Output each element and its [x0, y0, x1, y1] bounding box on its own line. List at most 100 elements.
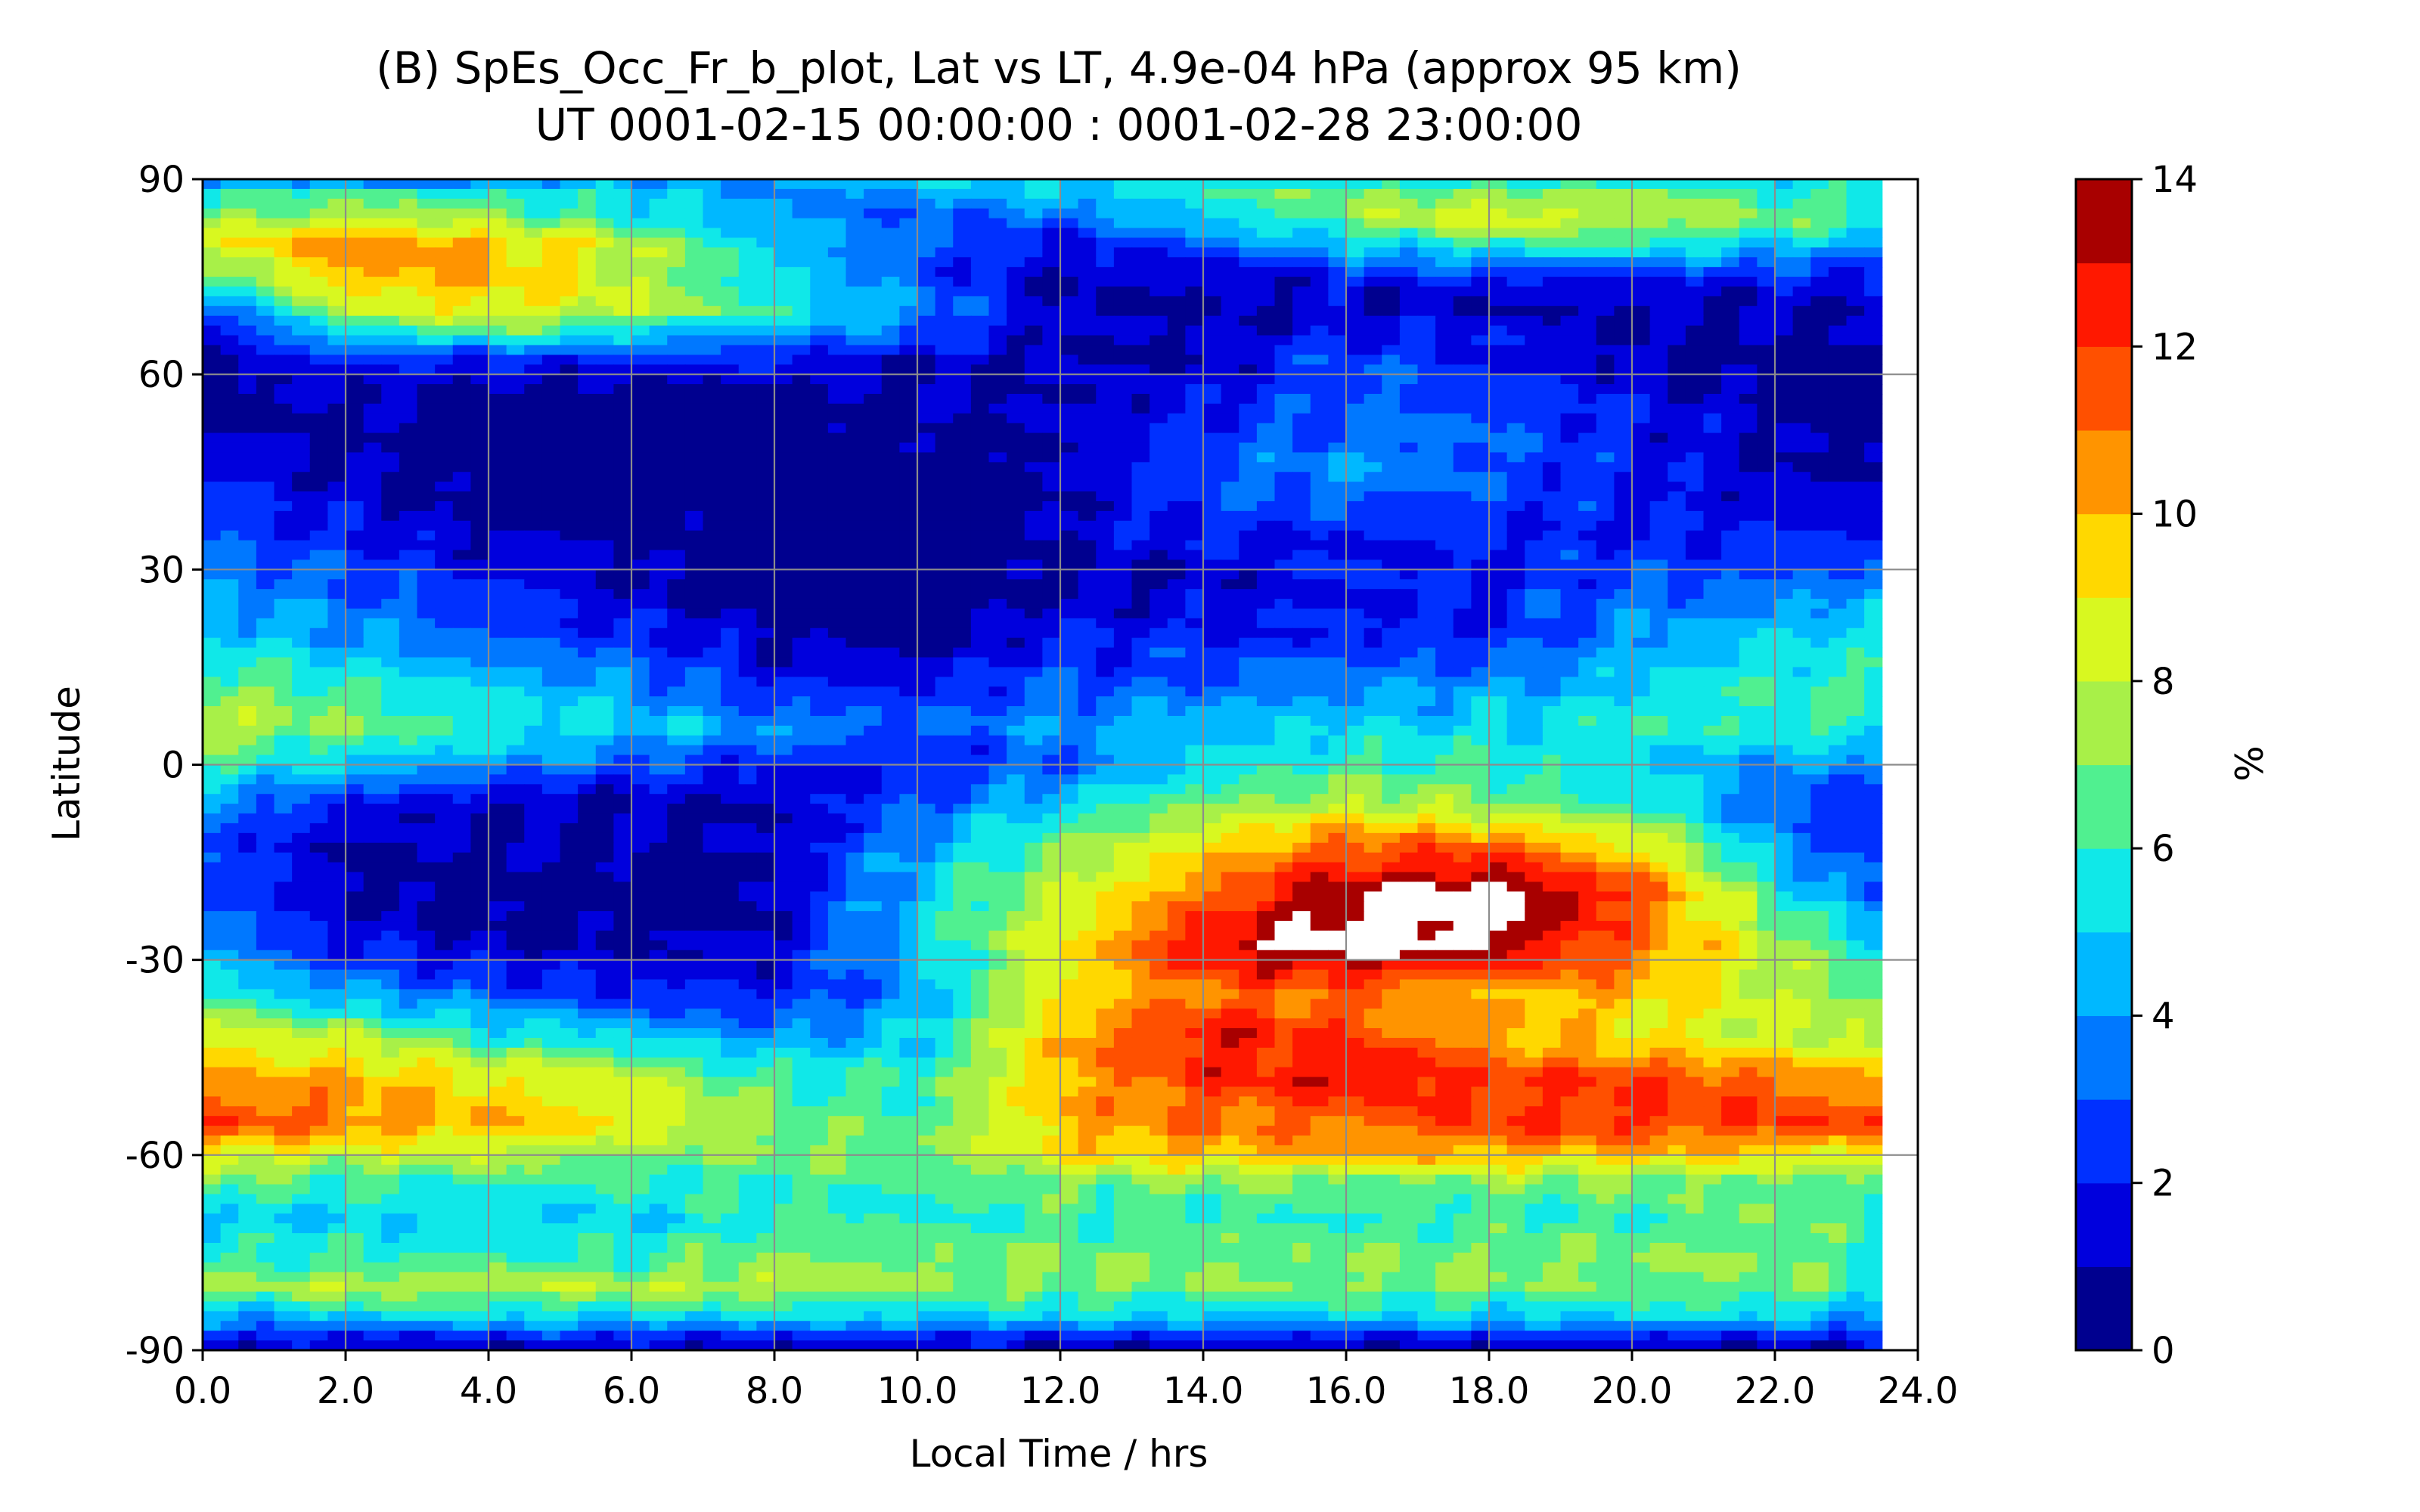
heatmap-cell: [1775, 228, 1794, 239]
heatmap-cell: [1739, 355, 1758, 365]
heatmap-cell: [1828, 277, 1848, 287]
heatmap-cell: [988, 472, 1007, 482]
heatmap-cell: [346, 179, 365, 190]
heatmap-cell: [1560, 325, 1579, 336]
heatmap-cell: [1221, 686, 1239, 697]
heatmap-cell: [1489, 257, 1508, 268]
heatmap-cell: [1685, 393, 1705, 404]
heatmap-cell: [1489, 452, 1508, 463]
heatmap-cell: [1846, 462, 1865, 472]
heatmap-cell: [721, 599, 740, 609]
heatmap-cell: [346, 364, 365, 375]
heatmap-cell: [1310, 550, 1329, 561]
heatmap-cell: [1578, 569, 1597, 580]
heatmap-cell: [988, 550, 1007, 561]
heatmap-cell: [1131, 413, 1150, 424]
heatmap-cell: [1131, 647, 1150, 658]
heatmap-cell: [1846, 257, 1865, 268]
heatmap-cell: [613, 286, 632, 297]
heatmap-cell: [1828, 618, 1848, 629]
heatmap-cell: [292, 500, 311, 512]
heatmap-cell: [1024, 345, 1043, 355]
heatmap-cell: [1864, 218, 1883, 229]
heatmap-cell: [1096, 325, 1115, 336]
heatmap-cell: [1703, 677, 1722, 687]
heatmap-cell: [881, 520, 900, 531]
heatmap-cell: [1846, 520, 1865, 531]
heatmap-cell: [988, 277, 1007, 287]
heatmap-cell: [1274, 325, 1293, 336]
heatmap-cell: [1096, 579, 1115, 590]
heatmap-cell: [595, 677, 614, 687]
heatmap-cell: [1810, 237, 1829, 248]
heatmap-cell: [1310, 374, 1329, 385]
heatmap-cell: [470, 500, 489, 512]
heatmap-cell: [845, 237, 864, 248]
heatmap-cell: [810, 296, 829, 307]
heatmap-cell: [1810, 403, 1829, 414]
heatmap-cell: [1614, 599, 1633, 609]
heatmap-cell: [1775, 520, 1794, 531]
heatmap-cell: [667, 335, 686, 346]
heatmap-cell: [1096, 393, 1115, 404]
heatmap-cell: [1417, 559, 1436, 570]
heatmap-cell: [1668, 559, 1686, 570]
heatmap-cell: [1239, 413, 1258, 424]
heatmap-cell: [1346, 491, 1365, 502]
heatmap-cell: [935, 559, 954, 570]
heatmap-cell: [1578, 589, 1597, 600]
heatmap-cell: [1203, 257, 1222, 268]
heatmap-cell: [970, 277, 990, 287]
heatmap-cell: [631, 667, 650, 677]
heatmap-cell: [1346, 296, 1365, 307]
heatmap-cell: [1668, 627, 1686, 639]
heatmap-cell: [309, 667, 328, 677]
heatmap-cell: [1167, 432, 1186, 444]
heatmap-cell: [203, 393, 222, 404]
heatmap-cell: [1560, 500, 1579, 512]
heatmap-cell: [774, 423, 793, 434]
heatmap-cell: [1007, 452, 1025, 463]
heatmap-cell: [1060, 393, 1079, 404]
heatmap-cell: [1649, 355, 1668, 365]
heatmap-cell: [1560, 179, 1579, 190]
heatmap-cell: [738, 442, 757, 454]
heatmap-cell: [1471, 608, 1490, 619]
heatmap-cell: [346, 286, 365, 297]
heatmap-cell: [309, 413, 328, 424]
heatmap-cell: [1078, 335, 1097, 346]
heatmap-cell: [578, 315, 597, 327]
heatmap-cell: [721, 286, 740, 297]
heatmap-cell: [578, 657, 597, 668]
heatmap-cell: [203, 335, 222, 346]
heatmap-cell: [489, 364, 507, 375]
heatmap-cell: [1399, 345, 1419, 355]
heatmap-cell: [1292, 305, 1311, 317]
heatmap-cell: [631, 618, 650, 629]
heatmap-cell: [935, 345, 954, 355]
heatmap-cell: [1060, 482, 1079, 492]
heatmap-cell: [1096, 657, 1115, 668]
heatmap-cell: [1846, 442, 1865, 454]
heatmap-cell: [631, 393, 650, 404]
heatmap-cell: [1846, 452, 1865, 463]
heatmap-cell: [506, 540, 525, 551]
heatmap-cell: [1668, 432, 1686, 444]
heatmap-cell: [1328, 520, 1347, 531]
heatmap-cell: [470, 608, 489, 619]
heatmap-cell: [489, 218, 507, 229]
heatmap-cell: [1239, 482, 1258, 492]
heatmap-cell: [1435, 569, 1454, 580]
heatmap-cell: [417, 403, 436, 414]
heatmap-cell: [864, 355, 883, 365]
heatmap-cell: [881, 530, 900, 541]
heatmap-cell: [346, 579, 365, 590]
heatmap-cell: [1346, 208, 1365, 219]
heatmap-cell: [1685, 627, 1705, 639]
heatmap-cell: [667, 452, 686, 463]
heatmap-cell: [381, 208, 400, 219]
heatmap-cell: [1810, 637, 1829, 649]
heatmap-cell: [1792, 569, 1811, 580]
heatmap-cell: [1846, 247, 1865, 258]
heatmap-cell: [1024, 286, 1043, 297]
